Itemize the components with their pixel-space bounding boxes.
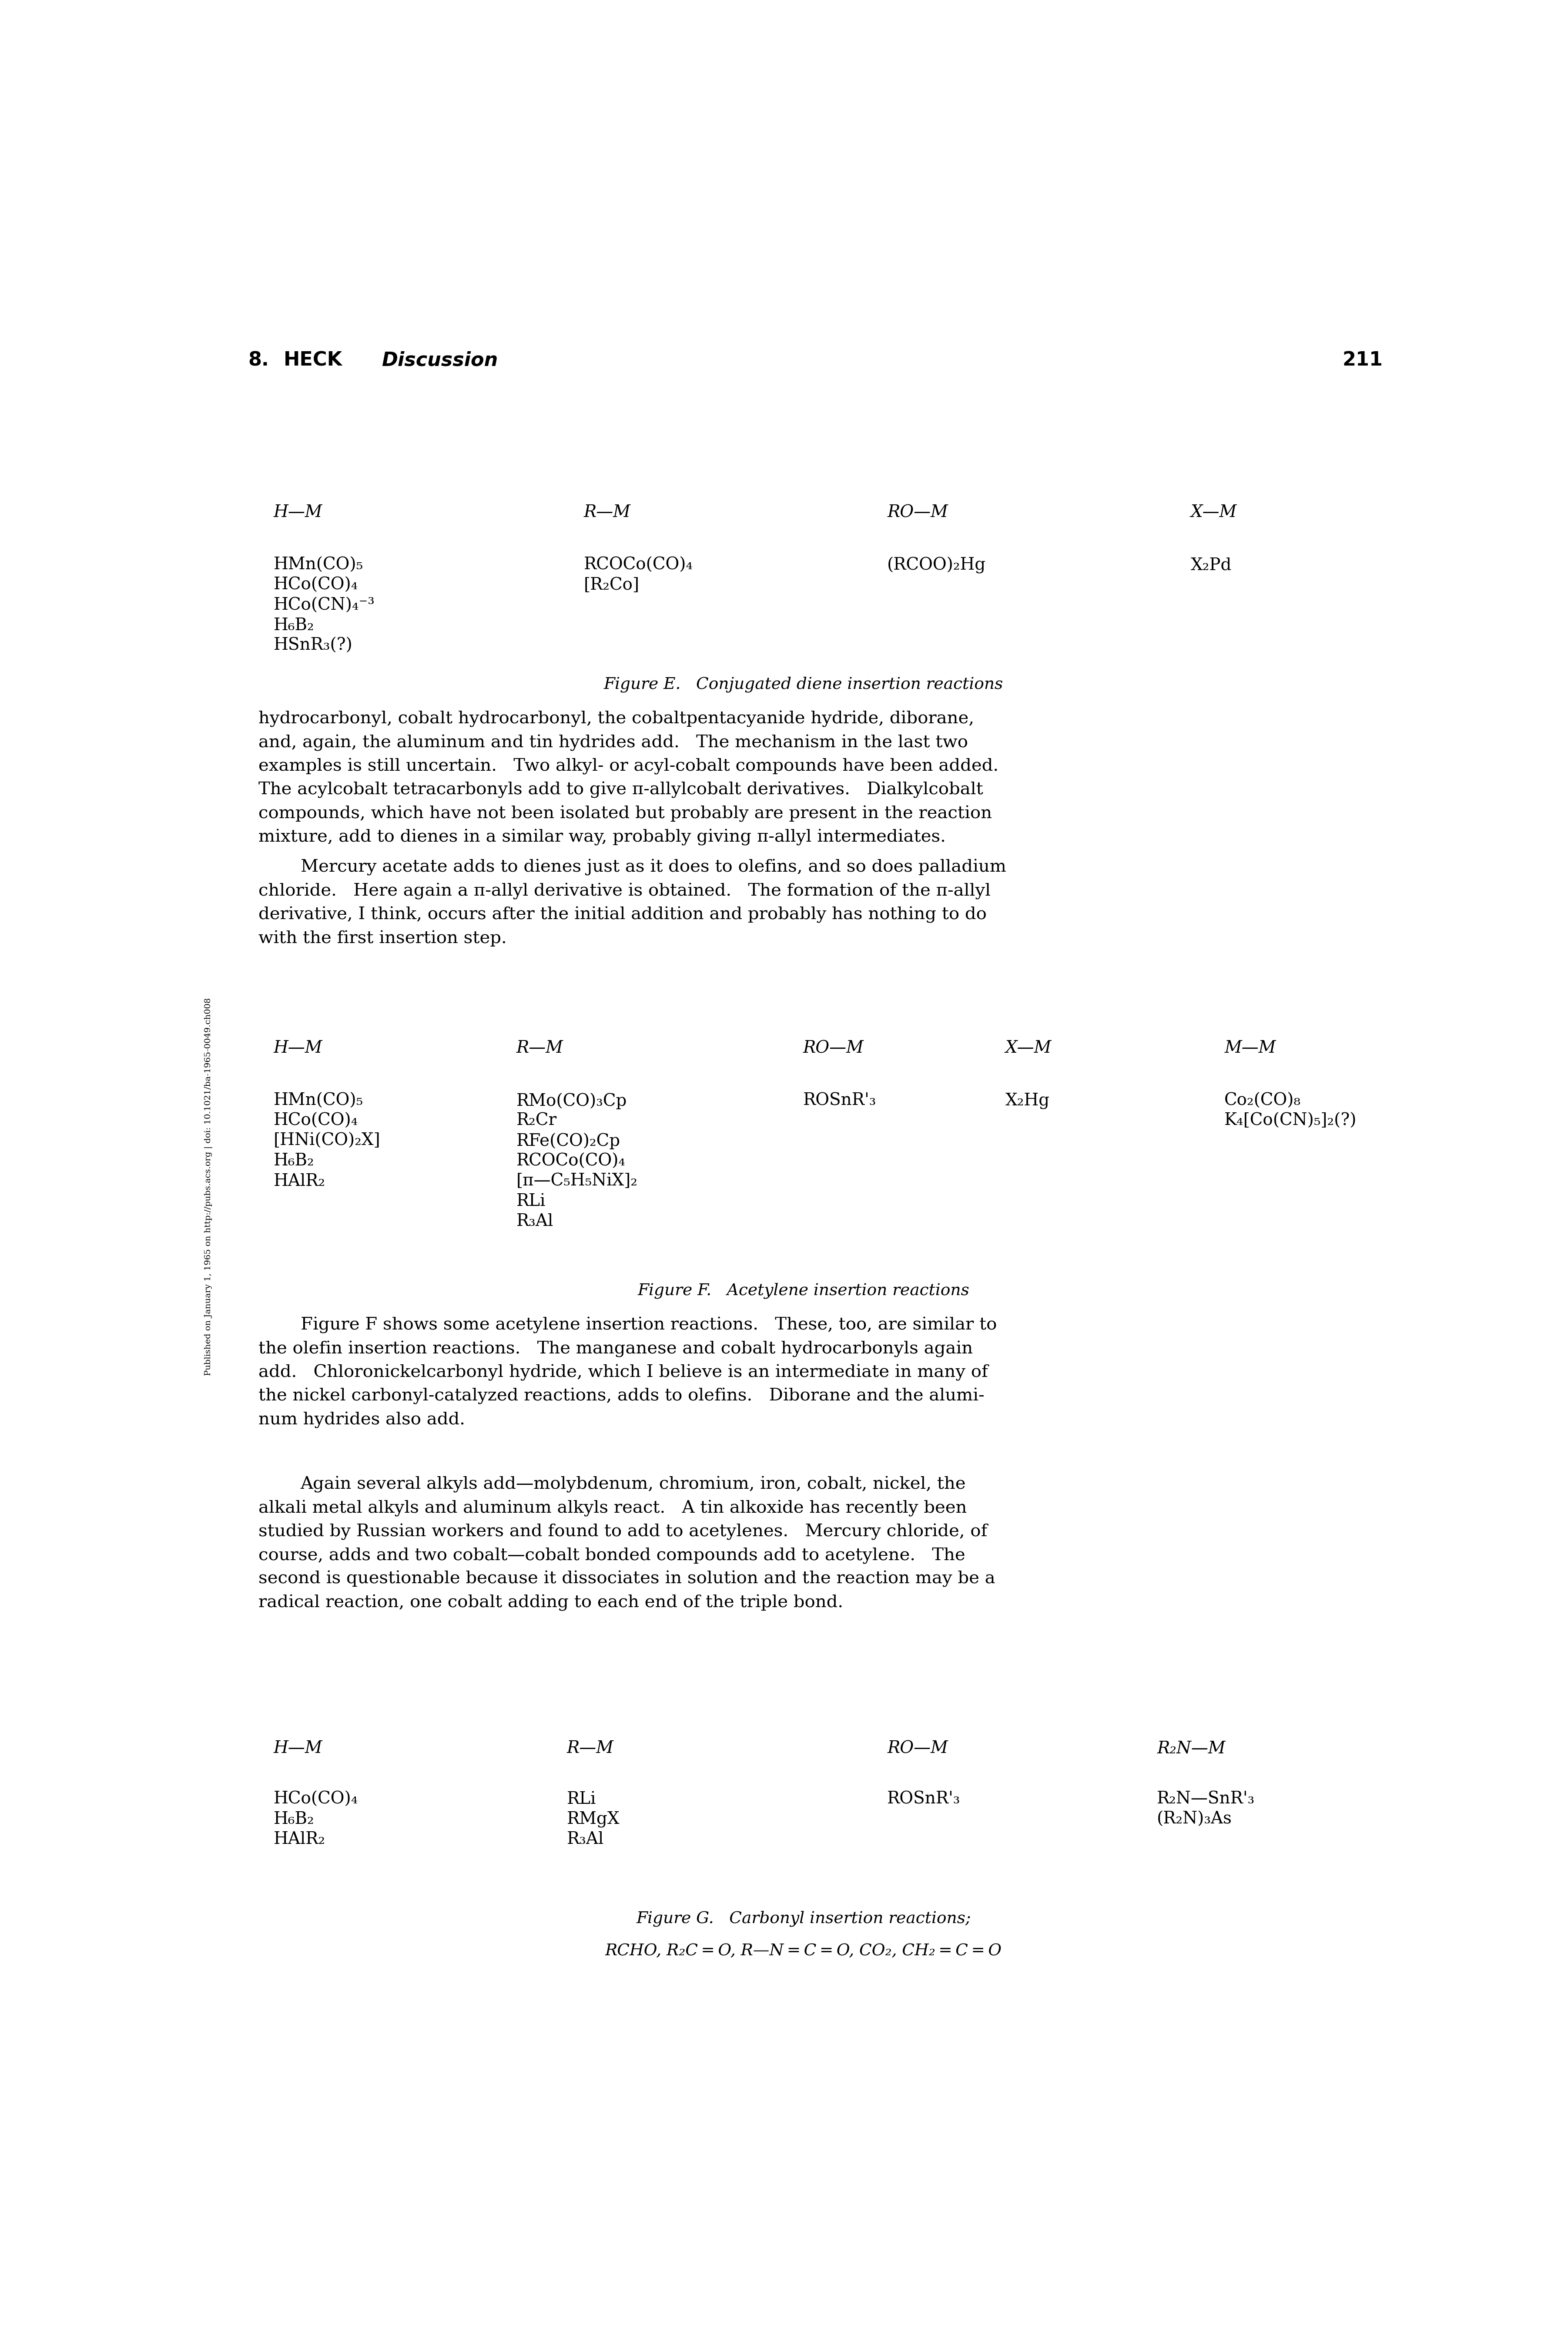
Text: Figure G.   Carbonyl insertion reactions;: Figure G. Carbonyl insertion reactions; [637, 1911, 971, 1927]
Text: the olefin insertion reactions.   The manganese and cobalt hydrocarbonyls again: the olefin insertion reactions. The mang… [259, 1339, 972, 1358]
Text: (RCOO)₂Hg: (RCOO)₂Hg [887, 557, 986, 573]
Text: ROSnR'₃: ROSnR'₃ [887, 1791, 961, 1807]
Text: X₂Pd: X₂Pd [1190, 557, 1232, 573]
Text: R₃Al: R₃Al [516, 1213, 554, 1229]
Text: R—M: R—M [516, 1041, 563, 1055]
Text: H₆B₂: H₆B₂ [273, 618, 314, 634]
Text: [π—C₅H₅NiX]₂: [π—C₅H₅NiX]₂ [516, 1173, 638, 1189]
Text: Co₂(CO)₈: Co₂(CO)₈ [1225, 1093, 1301, 1109]
Text: HAlR₂: HAlR₂ [273, 1173, 326, 1189]
Text: Figure E.   Conjugated diene insertion reactions: Figure E. Conjugated diene insertion rea… [604, 677, 1004, 693]
Text: RLi: RLi [568, 1791, 596, 1807]
Text: num hydrides also add.: num hydrides also add. [259, 1412, 466, 1429]
Text: ROSnR'₃: ROSnR'₃ [803, 1093, 877, 1109]
Text: hydrocarbonyl, cobalt hydrocarbonyl, the cobaltpentacyanide hydride, diborane,: hydrocarbonyl, cobalt hydrocarbonyl, the… [259, 710, 974, 728]
Text: The acylcobalt tetracarbonyls add to give π-allylcobalt derivatives.   Dialkylco: The acylcobalt tetracarbonyls add to giv… [259, 783, 983, 799]
Text: RMgX: RMgX [568, 1812, 619, 1828]
Text: H—M: H—M [273, 1041, 323, 1055]
Text: Figure F shows some acetylene insertion reactions.   These, too, are similar to: Figure F shows some acetylene insertion … [301, 1316, 997, 1332]
Text: HMn(CO)₅: HMn(CO)₅ [273, 1093, 364, 1109]
Text: RCOCo(CO)₄: RCOCo(CO)₄ [583, 557, 693, 573]
Text: H₆B₂: H₆B₂ [273, 1812, 314, 1828]
Text: R₂N—SnR'₃: R₂N—SnR'₃ [1157, 1791, 1254, 1807]
Text: RO—M: RO—M [887, 1741, 949, 1755]
Text: X—M: X—M [1005, 1041, 1052, 1055]
Text: Figure F.   Acetylene insertion reactions: Figure F. Acetylene insertion reactions [638, 1283, 969, 1300]
Text: HCo(CO)₄: HCo(CO)₄ [273, 1114, 358, 1128]
Text: K₄[Co(CN)₅]₂(?): K₄[Co(CN)₅]₂(?) [1225, 1114, 1356, 1128]
Text: RO—M: RO—M [887, 505, 949, 522]
Text: RMo(CO)₃Cp: RMo(CO)₃Cp [516, 1093, 627, 1109]
Text: 8.: 8. [248, 350, 270, 369]
Text: the nickel carbonyl-catalyzed reactions, adds to olefins.   Diborane and the alu: the nickel carbonyl-catalyzed reactions,… [259, 1389, 985, 1405]
Text: RLi: RLi [516, 1194, 546, 1210]
Text: HAlR₂: HAlR₂ [273, 1831, 326, 1847]
Text: Mercury acetate adds to dienes just as it does to olefins, and so does palladium: Mercury acetate adds to dienes just as i… [301, 860, 1007, 877]
Text: HCo(CO)₄: HCo(CO)₄ [273, 578, 358, 592]
Text: RO—M: RO—M [803, 1041, 864, 1055]
Text: R₂Cr: R₂Cr [516, 1114, 557, 1128]
Text: RCHO, R₂C = O, R—N = C = O, CO₂, CH₂ = C = O: RCHO, R₂C = O, R—N = C = O, CO₂, CH₂ = C… [605, 1943, 1002, 1960]
Text: mixture, add to dienes in a similar way, probably giving π-allyl intermediates.: mixture, add to dienes in a similar way,… [259, 830, 946, 846]
Text: [R₂Co]: [R₂Co] [583, 578, 640, 592]
Text: examples is still uncertain.   Two alkyl- or acyl-cobalt compounds have been add: examples is still uncertain. Two alkyl- … [259, 759, 999, 776]
Text: RFe(CO)₂Cp: RFe(CO)₂Cp [516, 1133, 621, 1149]
Text: R—M: R—M [568, 1741, 613, 1755]
Text: alkali metal alkyls and aluminum alkyls react.   A tin alkoxide has recently bee: alkali metal alkyls and aluminum alkyls … [259, 1499, 967, 1516]
Text: HSnR₃(?): HSnR₃(?) [273, 637, 353, 653]
Text: HECK: HECK [284, 350, 342, 369]
Text: radical reaction, one cobalt adding to each end of the triple bond.: radical reaction, one cobalt adding to e… [259, 1593, 844, 1612]
Text: H₆B₂: H₆B₂ [273, 1154, 314, 1168]
Text: Published on January 1, 1965 on http://pubs.acs.org | doi: 10.1021/ba-1965-0049.: Published on January 1, 1965 on http://p… [205, 999, 213, 1375]
Text: X—M: X—M [1190, 505, 1237, 522]
Text: (R₂N)₃As: (R₂N)₃As [1157, 1812, 1232, 1828]
Text: studied by Russian workers and found to add to acetylenes.   Mercury chloride, o: studied by Russian workers and found to … [259, 1523, 988, 1539]
Text: add.   Chloronickelcarbonyl hydride, which I believe is an intermediate in many : add. Chloronickelcarbonyl hydride, which… [259, 1365, 988, 1382]
Text: HCo(CN)₄⁻³: HCo(CN)₄⁻³ [273, 597, 375, 613]
Text: HCo(CO)₄: HCo(CO)₄ [273, 1791, 358, 1807]
Text: [HNi(CO)₂X]: [HNi(CO)₂X] [273, 1133, 381, 1149]
Text: M—M: M—M [1225, 1041, 1276, 1055]
Text: compounds, which have not been isolated but probably are present in the reaction: compounds, which have not been isolated … [259, 806, 993, 822]
Text: R—M: R—M [583, 505, 630, 522]
Text: H—M: H—M [273, 505, 323, 522]
Text: RCOCo(CO)₄: RCOCo(CO)₄ [516, 1154, 626, 1168]
Text: and, again, the aluminum and tin hydrides add.   The mechanism in the last two: and, again, the aluminum and tin hydride… [259, 736, 967, 752]
Text: 211: 211 [1342, 350, 1383, 369]
Text: Again several alkyls add—molybdenum, chromium, iron, cobalt, nickel, the: Again several alkyls add—molybdenum, chr… [301, 1476, 966, 1492]
Text: X₂Hg: X₂Hg [1005, 1093, 1049, 1109]
Text: Discussion: Discussion [381, 350, 497, 369]
Text: R₃Al: R₃Al [568, 1831, 604, 1847]
Text: HMn(CO)₅: HMn(CO)₅ [273, 557, 364, 573]
Text: R₂N—M: R₂N—M [1157, 1741, 1226, 1755]
Text: H—M: H—M [273, 1741, 323, 1755]
Text: course, adds and two cobalt—cobalt bonded compounds add to acetylene.   The: course, adds and two cobalt—cobalt bonde… [259, 1546, 966, 1563]
Text: chloride.   Here again a π-allyl derivative is obtained.   The formation of the : chloride. Here again a π-allyl derivativ… [259, 884, 991, 900]
Text: second is questionable because it dissociates in solution and the reaction may b: second is questionable because it dissoc… [259, 1570, 996, 1586]
Text: derivative, I think, occurs after the initial addition and probably has nothing : derivative, I think, occurs after the in… [259, 907, 986, 924]
Text: with the first insertion step.: with the first insertion step. [259, 931, 506, 947]
